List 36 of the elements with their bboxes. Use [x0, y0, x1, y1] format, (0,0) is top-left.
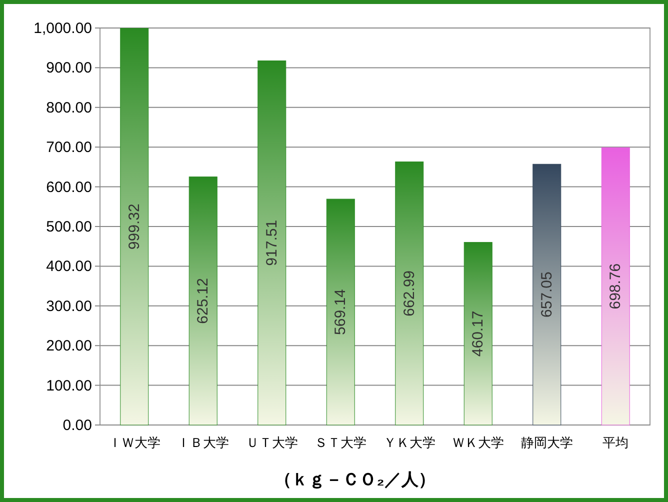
bar: [258, 60, 286, 426]
bar: [464, 242, 492, 426]
x-tick-label: ＳＴ大学: [314, 435, 367, 450]
x-tick-label: ＷＫ大学: [452, 435, 504, 450]
bar: [395, 162, 424, 426]
bar: [326, 198, 355, 426]
y-tick-label: 0.00: [62, 417, 92, 434]
y-tick-label: 400.00: [46, 258, 92, 276]
data-label: 569.14: [332, 289, 350, 335]
y-tick-label: 300.00: [46, 298, 92, 315]
bar: [532, 164, 562, 426]
y-tick-label: 100.00: [46, 377, 92, 394]
x-tick-label: 静岡大学: [520, 435, 573, 450]
y-tick-label: 200.00: [46, 338, 92, 355]
data-label: 460.17: [470, 310, 487, 357]
y-tick-label: 1,000.00: [34, 20, 92, 37]
x-tick-label: 平均: [602, 435, 629, 450]
y-tick-label: 700.00: [46, 139, 92, 156]
data-label: 698.76: [607, 263, 624, 310]
y-tick-label: 900.00: [46, 60, 92, 77]
data-label: 625.12: [194, 278, 212, 324]
bar: [120, 28, 149, 426]
x-tick-label: ＩＷ大学: [108, 435, 160, 450]
y-tick-label: 800.00: [46, 99, 92, 116]
y-tick-label: 500.00: [46, 218, 92, 236]
x-axis-title: （ｋｇ－ＣＯ₂／人）: [274, 470, 436, 489]
bar: [601, 147, 630, 426]
y-tick-label: 600.00: [46, 178, 92, 196]
data-label: 657.05: [538, 272, 556, 318]
x-tick-label: ＵＴ大学: [246, 435, 298, 450]
x-tick-label: ＩＢ大学: [177, 435, 230, 450]
data-label: 917.51: [263, 220, 280, 266]
data-label: 999.32: [126, 204, 143, 250]
x-tick-label: ＹＫ大学: [383, 435, 436, 450]
data-label: 662.99: [400, 270, 418, 316]
bar: [188, 176, 218, 426]
